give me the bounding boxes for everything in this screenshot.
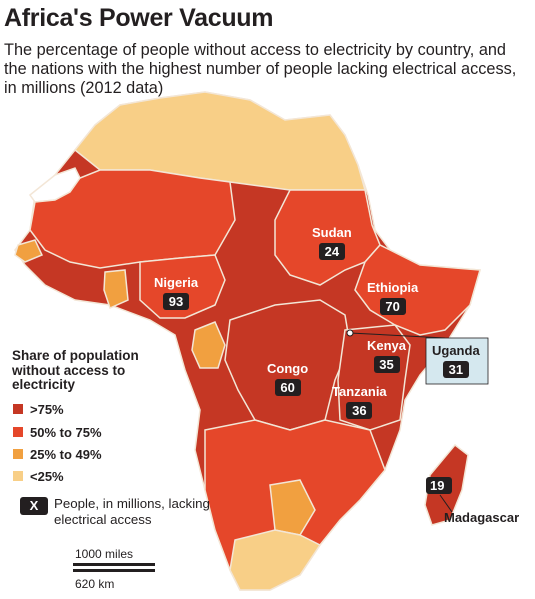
country-name: Uganda [432, 343, 480, 358]
country-value: 19 [426, 477, 452, 494]
scale-km-label: 620 km [75, 577, 115, 591]
key-badge: X [20, 497, 48, 515]
legend-item-50-75: 50% to 75% [13, 425, 102, 440]
region-gabon [191, 321, 226, 369]
uganda-leader-line [349, 332, 446, 339]
country-value: 93 [163, 293, 190, 310]
legend-swatch [13, 427, 23, 437]
country-name: Ethiopia [367, 280, 419, 295]
country-label-madagascar: 19 Madagascar [426, 477, 519, 525]
region-congo [224, 299, 351, 431]
legend-item-25-49: 25% to 49% [13, 447, 102, 462]
region-south-africa [229, 529, 322, 591]
legend-label: 25% to 49% [30, 447, 102, 462]
scale-bar-miles [73, 563, 155, 566]
legend-item-over-75: >75% [13, 402, 64, 417]
legend-label: >75% [30, 402, 64, 417]
legend-label: <25% [30, 469, 64, 484]
uganda-dot [346, 329, 354, 337]
country-label-ethiopia: Ethiopia 70 [367, 280, 418, 315]
map-title: Africa's Power Vacuum [4, 4, 274, 32]
region-ghana [103, 269, 129, 310]
country-name: Sudan [312, 225, 352, 240]
legend-swatch [13, 449, 23, 459]
country-name: Kenya [367, 338, 407, 353]
region-botswana [269, 479, 316, 536]
country-label-congo: Congo 60 [267, 361, 308, 396]
country-name: Madagascar [444, 510, 520, 525]
country-name: Nigeria [154, 275, 199, 290]
country-label-nigeria: Nigeria 93 [154, 275, 198, 310]
legend-swatch [13, 404, 23, 414]
region-sahel [29, 169, 236, 269]
legend-title: Share of population without access to el… [12, 348, 139, 392]
country-value: 36 [346, 402, 373, 419]
country-label-kenya: Kenya 35 [367, 338, 406, 373]
key-text: People, in millions, lacking electrical … [54, 496, 210, 527]
country-name: Tanzania [332, 384, 387, 399]
country-value: 60 [274, 379, 301, 396]
country-name: Congo [267, 361, 309, 376]
legend-swatch [13, 471, 23, 481]
legend-label: 50% to 75% [30, 425, 102, 440]
country-label-tanzania: Tanzania 36 [332, 384, 387, 419]
region-senegal [14, 239, 44, 263]
legend-item-under-25: <25% [13, 469, 64, 484]
country-value: 35 [373, 356, 400, 373]
scale-bar-km [73, 569, 155, 572]
region-nigeria [139, 254, 226, 319]
country-label-uganda: Uganda 31 [432, 343, 480, 378]
country-value: 70 [379, 298, 406, 315]
country-value: 24 [318, 243, 345, 260]
country-label-sudan: Sudan 24 [312, 225, 352, 260]
map-subtitle: The percentage of people without access … [4, 41, 517, 97]
region-sudan [274, 189, 381, 286]
country-value: 31 [442, 361, 469, 378]
madagascar-leader-line [439, 494, 453, 513]
scale-miles-label: 1000 miles [75, 547, 134, 561]
